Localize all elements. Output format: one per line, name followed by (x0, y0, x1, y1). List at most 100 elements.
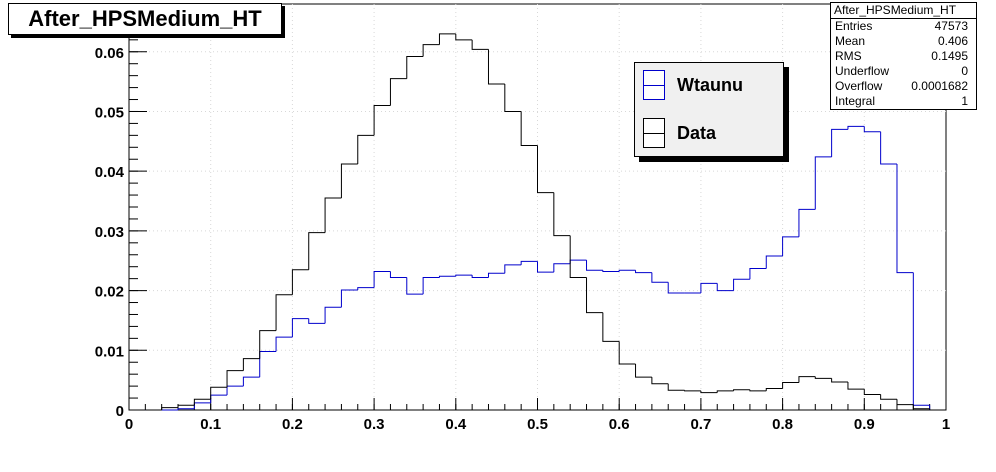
histogram-bin (291, 269, 309, 295)
y-tick-label: 0.06 (95, 45, 124, 62)
histogram-bin (520, 111, 538, 147)
stats-value: 1 (961, 94, 968, 108)
histogram-bin (177, 408, 195, 410)
histogram-bin (308, 318, 326, 324)
histogram-bin (635, 364, 652, 378)
histogram-bin (422, 276, 440, 295)
histogram-bin (651, 272, 669, 283)
histogram-bin (504, 264, 522, 274)
histogram-bin (569, 235, 587, 278)
stats-value: 0.0001682 (911, 79, 968, 93)
histogram-bin (586, 277, 603, 314)
histogram-bin (716, 283, 734, 292)
histogram-bin (340, 163, 358, 199)
stats-key: RMS (835, 49, 862, 63)
histogram-series (129, 33, 946, 411)
stats-key: Integral (835, 94, 876, 108)
histogram-bin (700, 282, 718, 293)
histogram-bin (259, 330, 277, 359)
histogram-bin (242, 376, 260, 387)
histogram-bin (455, 274, 473, 277)
histogram-bin (635, 270, 652, 274)
stats-box-name: After_HPSMedium_HT (831, 3, 976, 19)
histogram-bin (798, 208, 816, 237)
histogram-bin (831, 128, 848, 157)
legend-swatch-icon (643, 118, 665, 148)
histogram-bin (847, 381, 865, 390)
stats-value: 0 (961, 64, 968, 78)
histogram-bin (765, 255, 783, 269)
stats-key: Entries (835, 19, 873, 33)
histogram-bin (291, 318, 309, 338)
histogram-bin (373, 270, 391, 288)
histogram-bin (618, 269, 636, 272)
legend-entry-data: Data (635, 115, 783, 151)
stats-key: Mean (835, 34, 866, 48)
histogram-bin (618, 341, 636, 365)
legend-swatch-icon (643, 70, 665, 100)
histogram-bin (340, 289, 358, 308)
histogram-bin (929, 408, 946, 411)
histogram-bin (471, 39, 489, 50)
histogram-bin (782, 236, 799, 256)
histogram-bin (667, 282, 685, 294)
histogram-bin (487, 49, 505, 85)
histogram-bin (896, 164, 914, 274)
stats-row-rms: RMS 0.1495 (831, 49, 976, 64)
histogram-bin (242, 358, 260, 371)
stats-key: Overflow (835, 79, 883, 93)
legend-entry-wtaunu: Wtaunu (635, 67, 783, 103)
histogram-bin (389, 271, 407, 278)
histogram-bin (798, 376, 816, 383)
histogram-bin (602, 270, 620, 272)
stats-value: 47573 (934, 19, 968, 33)
histogram-bin (880, 131, 897, 165)
histogram-bin (226, 370, 244, 388)
stats-box: After_HPSMedium_HT Entries 47573 Mean 0.40… (830, 2, 977, 110)
histogram-bin (193, 398, 211, 406)
stats-value: 0.1495 (931, 49, 968, 63)
histogram-bin (651, 377, 669, 385)
histogram-bin (733, 389, 750, 391)
histogram-bin (863, 126, 881, 133)
histogram-bin (749, 267, 767, 280)
x-tick-label: 0.1 (200, 416, 221, 433)
histogram-bin (814, 376, 832, 379)
histogram-bin (602, 312, 620, 342)
histogram-bin (177, 404, 195, 408)
legend: Wtaunu Data (634, 62, 784, 157)
y-tick-label: 0.04 (95, 164, 125, 181)
legend-label: Data (677, 123, 717, 143)
stats-key: Underflow (835, 64, 890, 78)
histogram-bin (275, 294, 293, 331)
y-tick-label: 0.01 (95, 343, 124, 360)
histogram-bin (700, 390, 718, 394)
histogram-bin (586, 260, 603, 271)
histogram-bin (537, 261, 554, 273)
histogram-bin (357, 134, 375, 165)
x-tick-label: 0.7 (690, 416, 711, 433)
x-tick-label: 1 (942, 416, 950, 433)
y-tick-label: 0.03 (95, 224, 124, 241)
histogram-bin (275, 336, 293, 352)
histogram-bin (667, 383, 685, 391)
histogram-bin (357, 287, 375, 290)
histogram-bin (210, 386, 228, 400)
grid-lines (129, 4, 946, 410)
histogram-bin (406, 56, 424, 79)
histogram-bin (422, 44, 440, 57)
series-data (129, 33, 946, 411)
x-tick-label: 0.4 (445, 416, 467, 433)
histogram-bin (765, 388, 783, 391)
x-tick-label: 0.6 (609, 416, 630, 433)
histogram-bin (389, 78, 407, 106)
x-tick-label: 0.2 (282, 416, 303, 433)
stats-row-mean: Mean 0.406 (831, 34, 976, 49)
y-tick-label: 0.05 (95, 104, 124, 121)
y-tick-label: 0 (116, 403, 124, 420)
legend-label: Wtaunu (677, 75, 743, 95)
x-tick-label: 0.5 (527, 416, 548, 433)
histogram-bin (880, 394, 897, 400)
histogram-bin (471, 275, 489, 278)
